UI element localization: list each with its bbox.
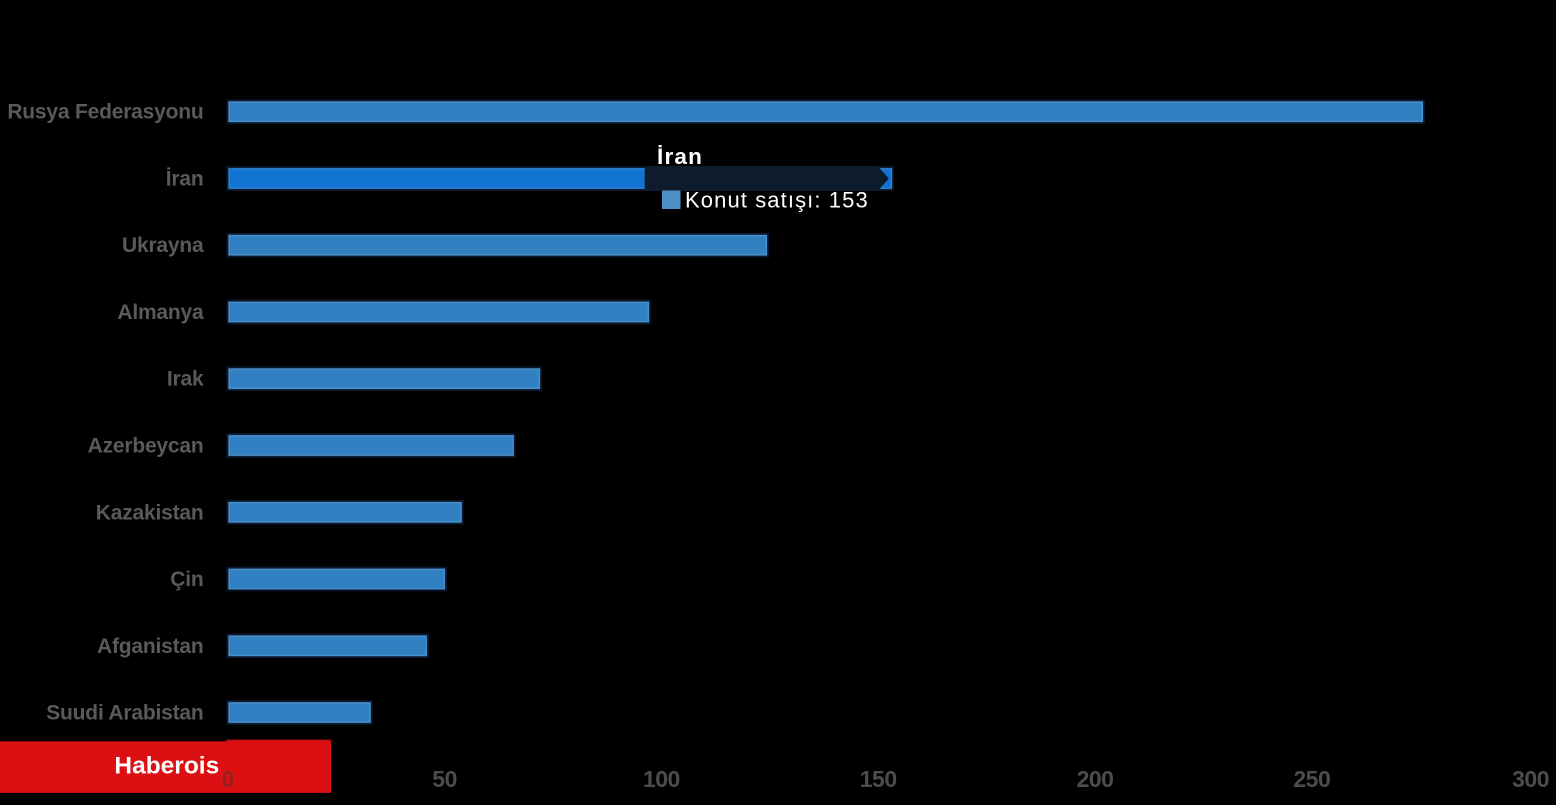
svg-text:200: 200 (1077, 766, 1114, 792)
svg-text:Çin: Çin (170, 568, 203, 591)
svg-text:İran: İran (657, 144, 703, 169)
svg-text:Irak: Irak (167, 368, 204, 391)
svg-text:100: 100 (643, 766, 680, 792)
svg-text:0: 0 (222, 766, 234, 792)
svg-text:250: 250 (1293, 766, 1330, 792)
svg-text:İran: İran (166, 168, 204, 191)
svg-text:Azerbeycan: Azerbeycan (88, 435, 204, 458)
svg-text:Suudi Arabistan: Suudi Arabistan (46, 702, 203, 725)
svg-text:Afganistan: Afganistan (97, 635, 204, 658)
svg-text:Ukrayna: Ukrayna (122, 234, 204, 257)
svg-text:Kazakistan: Kazakistan (96, 501, 204, 524)
svg-text:Haberois: Haberois (114, 752, 219, 779)
svg-text:300: 300 (1512, 766, 1549, 792)
svg-text:50: 50 (432, 766, 457, 792)
svg-text:Almanya: Almanya (117, 301, 204, 324)
svg-text:Rusya Federasyonu: Rusya Federasyonu (7, 101, 203, 124)
svg-text:Konut satışı: 153: Konut satışı: 153 (685, 188, 869, 213)
svg-text:150: 150 (860, 766, 897, 792)
